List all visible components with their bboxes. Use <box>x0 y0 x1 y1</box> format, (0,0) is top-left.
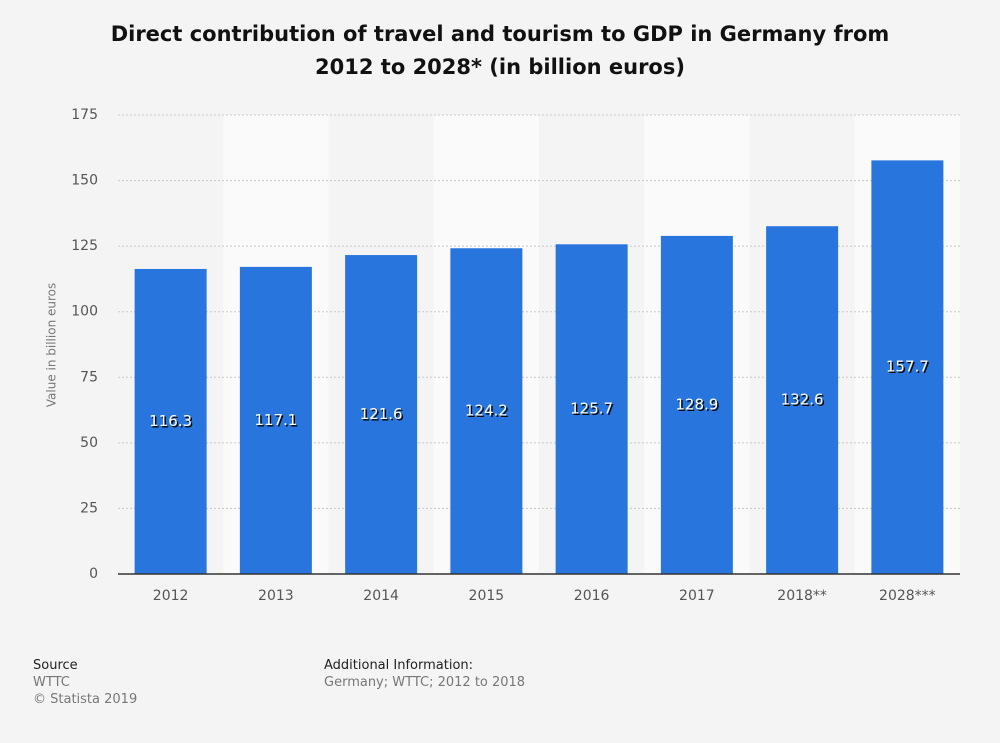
x-tick-label: 2017 <box>679 588 715 604</box>
info: Germany; WTTC; 2012 to 2018 <box>324 675 526 690</box>
bar <box>555 244 628 574</box>
y-tick-label: 175 <box>71 107 98 123</box>
data-label-shadow: 157.7 <box>887 359 930 377</box>
data-label: 124.2 <box>465 402 508 420</box>
data-label: 157.7 <box>886 358 929 376</box>
x-tick-label: 2016 <box>574 588 610 604</box>
data-label: 128.9 <box>675 395 718 413</box>
y-tick-label: 25 <box>80 500 98 516</box>
y-tick-label: 75 <box>80 369 98 385</box>
data-label: 125.7 <box>570 400 613 418</box>
y-tick-label: 100 <box>71 304 98 320</box>
info-heading: Additional Information: <box>324 658 474 673</box>
data-label-shadow: 125.7 <box>572 401 615 419</box>
data-label: 132.6 <box>781 391 824 409</box>
bar <box>766 226 839 574</box>
x-tick-label: 2018** <box>777 588 827 604</box>
chart: Value in billion euros 0 25 50 75 100 125 150 1… <box>45 107 960 604</box>
bar <box>660 235 733 575</box>
data-label-shadow: 124.2 <box>466 403 509 421</box>
data-label-shadow: 121.6 <box>361 407 404 425</box>
data-label-shadow: 128.9 <box>677 397 720 415</box>
source: WTTC <box>33 675 70 690</box>
data-label: 117.1 <box>254 411 297 429</box>
x-tick-label: 2013 <box>258 588 294 604</box>
y-tick-label: 150 <box>71 173 98 189</box>
y-tick-label: 0 <box>89 566 98 582</box>
info-block: Additional Information: Germany; WTTC; 2… <box>324 657 525 691</box>
y-axis-label: Value in billion euros <box>45 283 59 408</box>
data-label-shadow: 132.6 <box>782 392 825 410</box>
data-label: 116.3 <box>149 412 192 430</box>
source-block: Source WTTC © Statista 2019 <box>33 657 137 708</box>
x-tick-label: 2012 <box>153 588 189 604</box>
bar <box>871 160 944 574</box>
x-tick-label: 2015 <box>469 588 505 604</box>
data-label: 121.6 <box>360 405 403 423</box>
y-tick-label: 50 <box>80 435 98 451</box>
data-label-shadow: 116.3 <box>151 413 194 431</box>
bar <box>134 268 207 574</box>
bar <box>345 255 418 574</box>
y-tick-label: 125 <box>71 238 98 254</box>
bar <box>450 248 523 574</box>
x-tick-label: 2014 <box>363 588 399 604</box>
data-label-shadow: 117.1 <box>256 412 299 430</box>
copyright: © Statista 2019 <box>33 692 138 707</box>
chart-title: Direct contribution of travel and touris… <box>110 22 890 79</box>
bar <box>239 266 312 574</box>
source-heading: Source <box>33 658 78 673</box>
x-tick-label: 2028*** <box>879 588 936 604</box>
